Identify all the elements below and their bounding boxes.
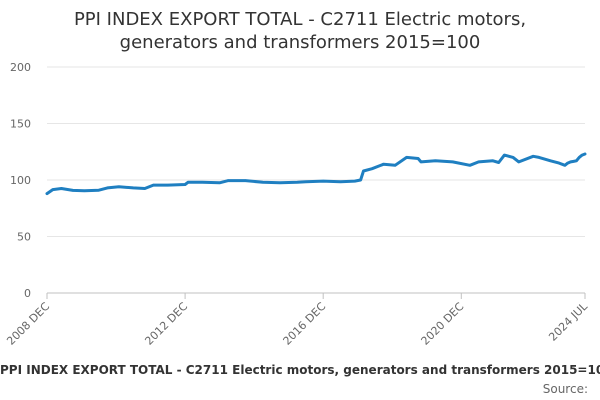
data-point-0-50: [575, 159, 578, 162]
data-point-0-7: [117, 185, 121, 188]
data-point-0-6: [106, 186, 109, 190]
data-point-0-41: [517, 160, 521, 164]
chart-title: PPI INDEX EXPORT TOTAL - C2711 Electric …: [0, 8, 600, 54]
data-point-0-43: [537, 156, 541, 159]
data-point-0-29: [393, 164, 397, 167]
data-point-0-44: [549, 159, 552, 162]
series-line-0: [45, 152, 587, 196]
data-point-0-4: [83, 189, 86, 192]
data-point-0-36: [477, 160, 480, 164]
legend-item-label: PPI INDEX EXPORT TOTAL - C2711 Electric …: [0, 363, 600, 377]
data-point-0-25: [359, 178, 362, 182]
data-point-0-37: [491, 159, 495, 162]
data-point-0-20: [296, 181, 299, 184]
data-point-0-51: [578, 156, 581, 159]
data-point-0-32: [419, 160, 423, 164]
data-point-0-42: [532, 155, 535, 158]
data-point-0-35: [468, 164, 472, 167]
data-point-0-0: [45, 192, 49, 195]
x-tick-label-2: 2016 DEC: [281, 300, 329, 348]
data-point-0-34: [451, 160, 454, 164]
data-point-0-16: [227, 179, 230, 182]
data-point-0-47: [566, 161, 569, 165]
data-point-0-30: [405, 156, 408, 159]
data-point-0-33: [434, 159, 437, 162]
x-tick-label-4: 2024 JUL: [546, 299, 590, 343]
source-label: Source:: [542, 382, 588, 396]
data-point-0-15: [218, 181, 221, 185]
x-tick-label-1: 2012 DEC: [142, 300, 190, 348]
data-point-0-23: [339, 180, 342, 183]
data-point-0-8: [132, 186, 135, 190]
y-tick-label-50: 50: [17, 231, 31, 244]
data-point-0-18: [261, 181, 264, 184]
data-point-0-39: [503, 153, 506, 157]
data-point-0-28: [382, 162, 385, 166]
data-point-0-11: [166, 183, 170, 187]
data-point-0-52: [580, 153, 584, 157]
data-point-0-2: [60, 187, 63, 190]
data-point-0-45: [557, 161, 561, 165]
data-point-0-40: [511, 156, 515, 159]
y-tick-label-200: 200: [10, 61, 31, 74]
data-point-0-12: [183, 183, 187, 186]
chart-title-line-2: generators and transformers 2015=100: [119, 32, 481, 53]
data-point-0-49: [572, 160, 575, 163]
chart-title-line-1: PPI INDEX EXPORT TOTAL - C2711 Electric …: [73, 9, 527, 30]
data-point-0-14: [201, 181, 204, 184]
data-point-0-9: [143, 187, 147, 190]
y-tick-label-0: 0: [24, 287, 31, 300]
data-point-0-24: [353, 179, 357, 183]
data-point-0-3: [71, 189, 75, 192]
data-point-0-48: [569, 160, 572, 164]
data-point-0-5: [97, 188, 100, 192]
x-tick-label-0: 2008 DEC: [4, 300, 52, 348]
data-point-0-13: [186, 181, 190, 184]
data-point-0-10: [152, 183, 155, 187]
data-point-0-1: [51, 188, 54, 191]
legend[interactable]: PPI INDEX EXPORT TOTAL - C2711 Electric …: [0, 363, 600, 377]
y-tick-label-150: 150: [10, 118, 31, 131]
data-point-0-46: [563, 164, 567, 167]
data-point-0-27: [370, 167, 374, 170]
data-point-0-17: [244, 179, 247, 182]
data-point-0-31: [416, 157, 420, 160]
x-tick-label-3: 2020 DEC: [419, 300, 467, 348]
data-point-0-53: [583, 152, 587, 156]
data-point-0-19: [278, 181, 282, 185]
data-point-0-38: [497, 161, 500, 164]
y-tick-label-100: 100: [10, 174, 31, 187]
data-point-0-22: [321, 179, 325, 183]
data-point-0-26: [362, 169, 365, 173]
data-point-0-21: [304, 180, 308, 183]
